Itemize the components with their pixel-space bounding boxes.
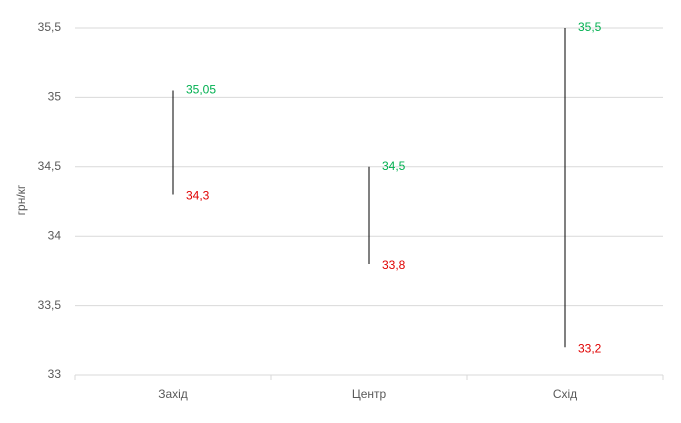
low-label: 33,8 <box>382 258 406 272</box>
y-tick-label: 34,5 <box>38 159 62 173</box>
y-tick-label: 35,5 <box>38 20 62 34</box>
low-label: 33,2 <box>578 341 602 355</box>
y-tick-label: 34 <box>48 228 62 242</box>
x-tick-label: Центр <box>352 387 387 401</box>
high-label: 35,5 <box>578 20 602 34</box>
y-axis-label: грн/кг <box>14 184 28 215</box>
y-tick-label: 33,5 <box>38 298 62 312</box>
y-tick-label: 33 <box>48 367 62 381</box>
x-tick-label: Схід <box>553 387 577 401</box>
y-tick-label: 35 <box>48 90 62 104</box>
low-label: 34,3 <box>186 189 210 203</box>
high-label: 34,5 <box>382 159 406 173</box>
high-label: 35,05 <box>186 83 216 97</box>
x-tick-label: Захід <box>158 387 188 401</box>
